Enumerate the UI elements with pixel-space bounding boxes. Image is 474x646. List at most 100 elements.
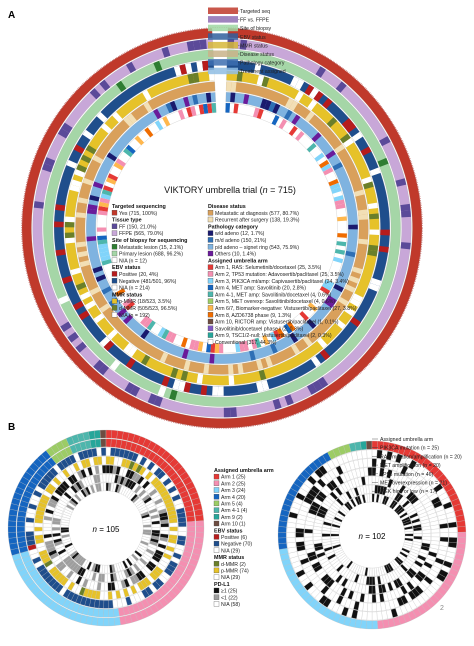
- panel-b-right-cell: [295, 537, 305, 543]
- panel-b-left-cell: [34, 522, 43, 528]
- panel-a-ring-sample: [252, 107, 260, 118]
- panel-a-legend-left-heading: Site of biopsy for sequencing: [112, 238, 187, 244]
- panel-a-ring-sample: [146, 320, 156, 331]
- panel-a-ring-sample: [72, 300, 84, 311]
- panel-b-right-cell: [313, 533, 322, 537]
- panel-b-left-cell: [100, 447, 107, 456]
- panel-a-legend-left-item: Yes (715, 100%): [119, 211, 157, 217]
- panel-b-right-cell: [313, 536, 322, 541]
- panel-b-right-cell: [377, 620, 384, 629]
- panel-a-ring-sample: [323, 279, 335, 288]
- panel-a-ring-sample: [294, 90, 304, 102]
- panel-b-left-cell: [34, 526, 43, 532]
- panel-a-ring-sample: [291, 114, 301, 125]
- panel-b-left-cell: [105, 465, 110, 474]
- panel-b-right-ring-labels: Assigned umbrella arm PIK3CA mutation (n …: [372, 437, 462, 495]
- panel-a-legend-right-item: Arm 3, PIK3CA mt/amp: Capivasertib/pacli…: [215, 279, 349, 285]
- panel-a-ring-sample: [369, 213, 379, 220]
- panel-b-left-n-value: = 105: [97, 525, 120, 534]
- panel-b-left-cell: [25, 531, 35, 537]
- panel-b-left-cell: [95, 438, 102, 448]
- panel-a-ring-label-swatch: [208, 41, 238, 49]
- panel-a-ring-sample: [368, 283, 380, 292]
- panel-a-ring-sample: [318, 159, 330, 169]
- panel-a-ring-sample: [192, 72, 200, 83]
- panel-b-left-cell: [103, 609, 109, 618]
- panel-a-ring-sample: [289, 100, 299, 111]
- panel-b-left-cell: [34, 530, 43, 536]
- panel-a-ring-sample: [200, 385, 208, 396]
- panel-a-ring-sample: [97, 239, 108, 245]
- panel-b-legend-swatch: [213, 567, 220, 574]
- panel-a-title-main: VIKTORY umbrella trial (: [164, 185, 263, 195]
- panel-b-legend-swatch: [213, 500, 220, 507]
- panel-b-left-cell: [195, 520, 205, 527]
- panel-a-ring-label-swatch: [208, 7, 238, 14]
- panel-b-left-cell: [111, 430, 118, 439]
- panel-a-legend-left-item: d-MMR (505/523, 96.5%): [119, 306, 178, 312]
- panel-b-right-cell: [440, 532, 449, 538]
- panel-a-ring-sample: [112, 111, 123, 123]
- panel-a-ring-sample: [98, 206, 109, 212]
- panel-a-ring-sample: [44, 157, 56, 167]
- panel-a-ring-sample: [288, 125, 298, 136]
- panel-b-right-cell: [371, 467, 377, 476]
- panel-a-ring-sample: [124, 382, 135, 394]
- panel-a-ring-sample: [142, 89, 152, 101]
- panel-b-left-cell: [169, 526, 178, 532]
- panel-b-left-cell: [94, 430, 101, 439]
- panel-b-right-cell: [367, 467, 373, 476]
- panel-a-ring-sample: [33, 201, 45, 209]
- panel-a-ring-sample: [196, 61, 204, 72]
- panel-a-ring-sample: [229, 407, 237, 418]
- panel-a-ring-sample: [202, 103, 209, 114]
- panel-a-ring-sample: [106, 152, 118, 162]
- panel-a-ring-sample: [186, 40, 195, 52]
- panel-a-ring-sample: [157, 327, 166, 338]
- panel-b-legend-swatch: [213, 547, 220, 553]
- panel-b-right-cell: [321, 533, 331, 537]
- panel-a-ring-sample: [75, 212, 86, 218]
- panel-a-ring-sample: [98, 201, 109, 208]
- panel-a-ring-sample: [379, 136, 391, 147]
- panel-a-legend-left-swatch: [111, 305, 118, 311]
- panel-a-ring-sample: [54, 221, 64, 228]
- panel-a-legend-right-item: Arm 5, MET overexp: Savolitinib/docetaxe…: [215, 299, 335, 305]
- panel-b-left-cell: [151, 527, 161, 531]
- panel-a-ring-sample: [97, 210, 108, 216]
- panel-a-ring-sample: [278, 118, 288, 130]
- panel-a-ring-sample: [235, 342, 241, 353]
- panel-a-legend-right-swatch: [207, 278, 214, 284]
- panel-b-legend-heading: EBV status: [214, 528, 242, 534]
- panel-a-ring-sample: [99, 303, 111, 313]
- panel-a-ring-sample: [249, 350, 256, 361]
- panel-a-ring-sample: [310, 355, 321, 367]
- panel-a-ring-sample: [73, 144, 85, 154]
- panel-a-ring-sample: [64, 221, 75, 228]
- panel-b-legend-item: Arm 2 (25): [221, 481, 246, 487]
- panel-b-left-cell: [113, 616, 121, 626]
- panel-a-ring-sample: [290, 343, 300, 355]
- panel-a-ring-sample: [260, 98, 268, 109]
- panel-a-ring-sample: [187, 73, 195, 84]
- panel-b-left-cell: [102, 465, 107, 474]
- panel-a-ring-sample: [107, 173, 119, 182]
- panel-a-legend-right-item: Arm 2, TP53 mutation: Adavosertib/paclit…: [215, 272, 344, 278]
- panel-a-ring-sample: [319, 349, 331, 361]
- panel-b-left-cell: [178, 526, 187, 532]
- panel-a-legend-left-item: N/A (n = 214): [119, 286, 150, 292]
- panel-a-ring-sample: [358, 238, 369, 245]
- panel-a-legend-left-item: FFPE (565, 79.0%): [119, 231, 164, 237]
- panel-a-ring-sample: [337, 216, 347, 222]
- panel-b-right-cell: [422, 529, 431, 534]
- panel-b-right-ring-label: RAS mutation/amplification (n = 20): [380, 454, 462, 460]
- panel-b-right-cell: [367, 594, 373, 603]
- panel-a-ring-sample: [250, 338, 258, 350]
- panel-a-ring-sample: [332, 256, 344, 264]
- panel-b-legend-item: N/A (29): [221, 575, 240, 581]
- panel-b-legend-item: <1 (22): [221, 595, 238, 601]
- panel-a-ring-label: FF vs. FFPE: [240, 18, 270, 24]
- panel-b-right-cell: [368, 484, 373, 494]
- panel-b-left-cell: [43, 526, 52, 531]
- panel-a-legend-right-swatch: [207, 298, 214, 304]
